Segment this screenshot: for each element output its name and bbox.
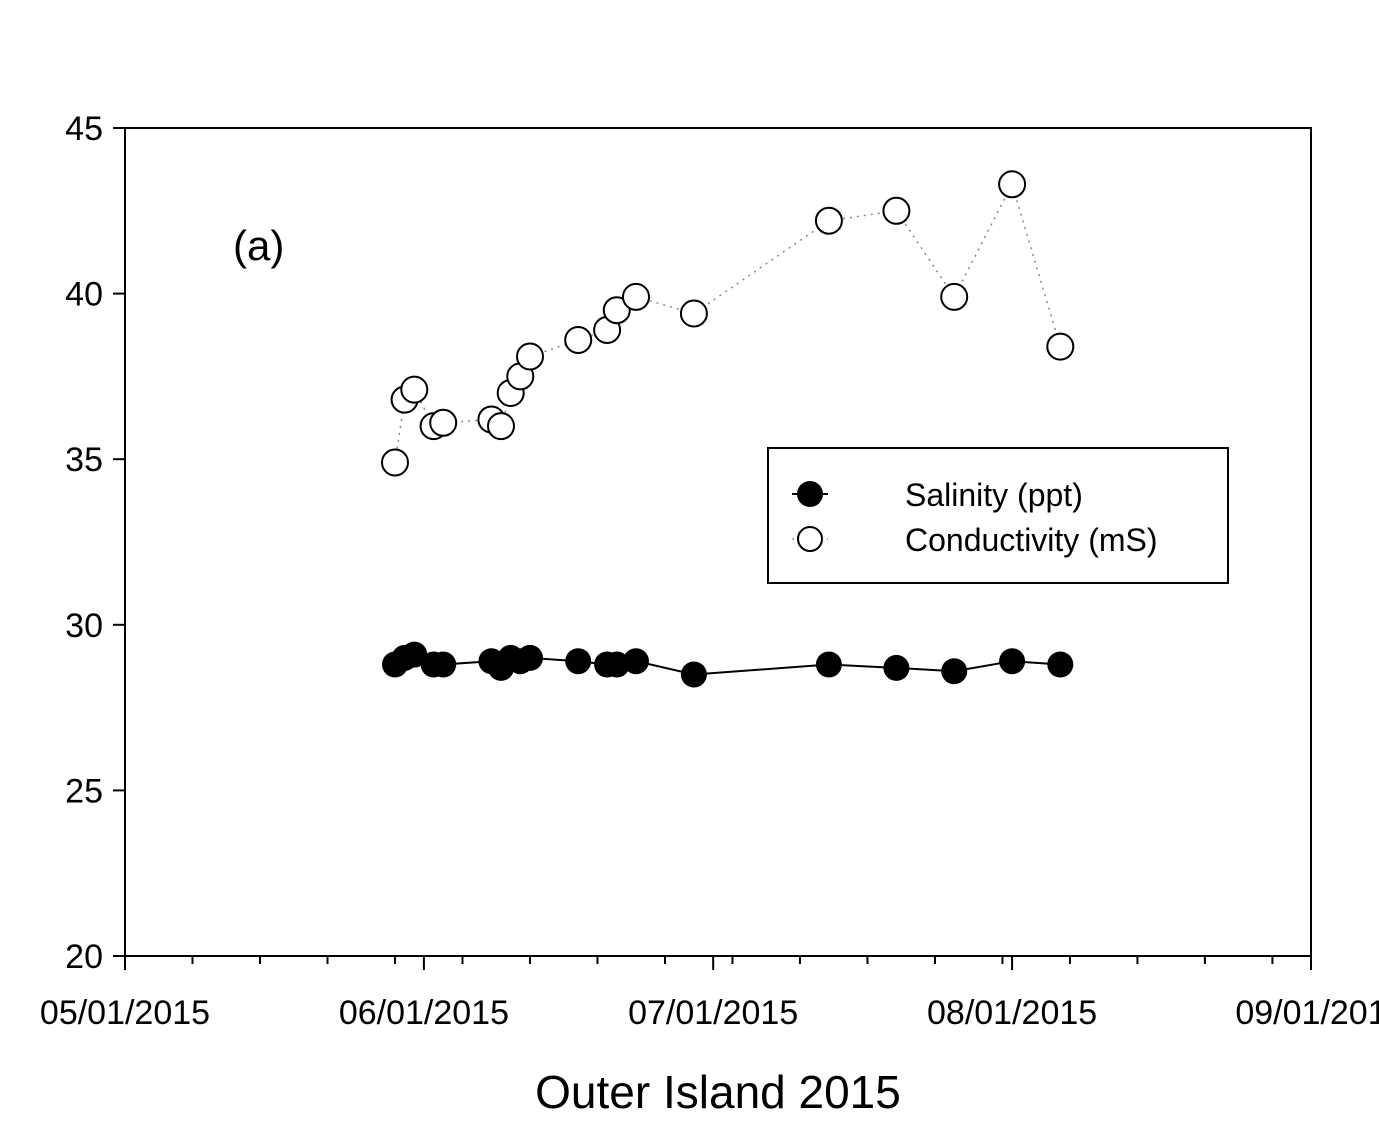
legend-label-conductivity: Conductivity (mS) — [905, 522, 1158, 558]
salinity-point — [430, 651, 457, 678]
legend-marker-conductivity — [797, 526, 823, 552]
salinity-point — [883, 654, 910, 681]
salinity-point — [517, 644, 543, 671]
conductivity-point — [602, 296, 631, 325]
x-tick-label: 08/01/2015 — [927, 994, 1097, 1032]
legend: Salinity (ppt) Conductivity (mS) — [767, 447, 1229, 584]
conductivity-point — [622, 282, 650, 311]
x-tick-label: 06/01/2015 — [339, 994, 509, 1032]
y-tick-label: 25 — [65, 772, 103, 810]
salinity-point — [999, 648, 1026, 675]
conductivity-point — [487, 412, 515, 441]
x-axis: 05/01/2015 06/01/2015 07/01/2015 08/01/2015… — [40, 956, 1379, 1032]
conductivity-point — [381, 448, 409, 477]
salinity-point — [815, 651, 842, 678]
salinity-point — [623, 648, 649, 675]
salinity-point — [680, 661, 707, 688]
plot-frame — [124, 127, 1312, 957]
x-tick-label: 09/01/201 — [1235, 994, 1379, 1032]
salinity-point — [603, 651, 630, 678]
conductivity-point — [814, 206, 843, 235]
x-tick-label: 07/01/2015 — [628, 994, 798, 1032]
y-axis: 20 25 30 35 40 45 — [65, 110, 125, 976]
conductivity-point — [564, 326, 593, 354]
conductivity-point — [516, 342, 544, 371]
legend-box — [767, 447, 1229, 584]
conductivity-point — [882, 196, 911, 225]
x-tick-label: 05/01/2015 — [40, 994, 210, 1032]
salinity-point — [1047, 651, 1074, 678]
y-tick-label: 40 — [65, 276, 103, 314]
salinity-point — [941, 658, 968, 685]
x-axis-label: Outer Island 2015 — [535, 1066, 901, 1118]
y-tick-label: 45 — [65, 110, 103, 148]
series-points — [381, 170, 1075, 688]
conductivity-point — [429, 408, 458, 437]
panel-label: (a) — [233, 222, 284, 269]
y-tick-label: 35 — [65, 441, 103, 479]
legend-label-salinity: Salinity (ppt) — [905, 477, 1083, 513]
y-tick-label: 30 — [65, 607, 103, 645]
conductivity-point — [679, 299, 708, 328]
salinity-point — [565, 648, 592, 675]
conductivity-point — [1046, 332, 1075, 361]
y-tick-label: 20 — [65, 938, 103, 976]
conductivity-point — [400, 375, 429, 404]
plot-border — [124, 127, 1312, 957]
salinity-point — [401, 641, 428, 668]
conductivity-point — [940, 282, 969, 311]
conductivity-point — [998, 170, 1027, 199]
legend-marker-salinity — [797, 481, 823, 507]
